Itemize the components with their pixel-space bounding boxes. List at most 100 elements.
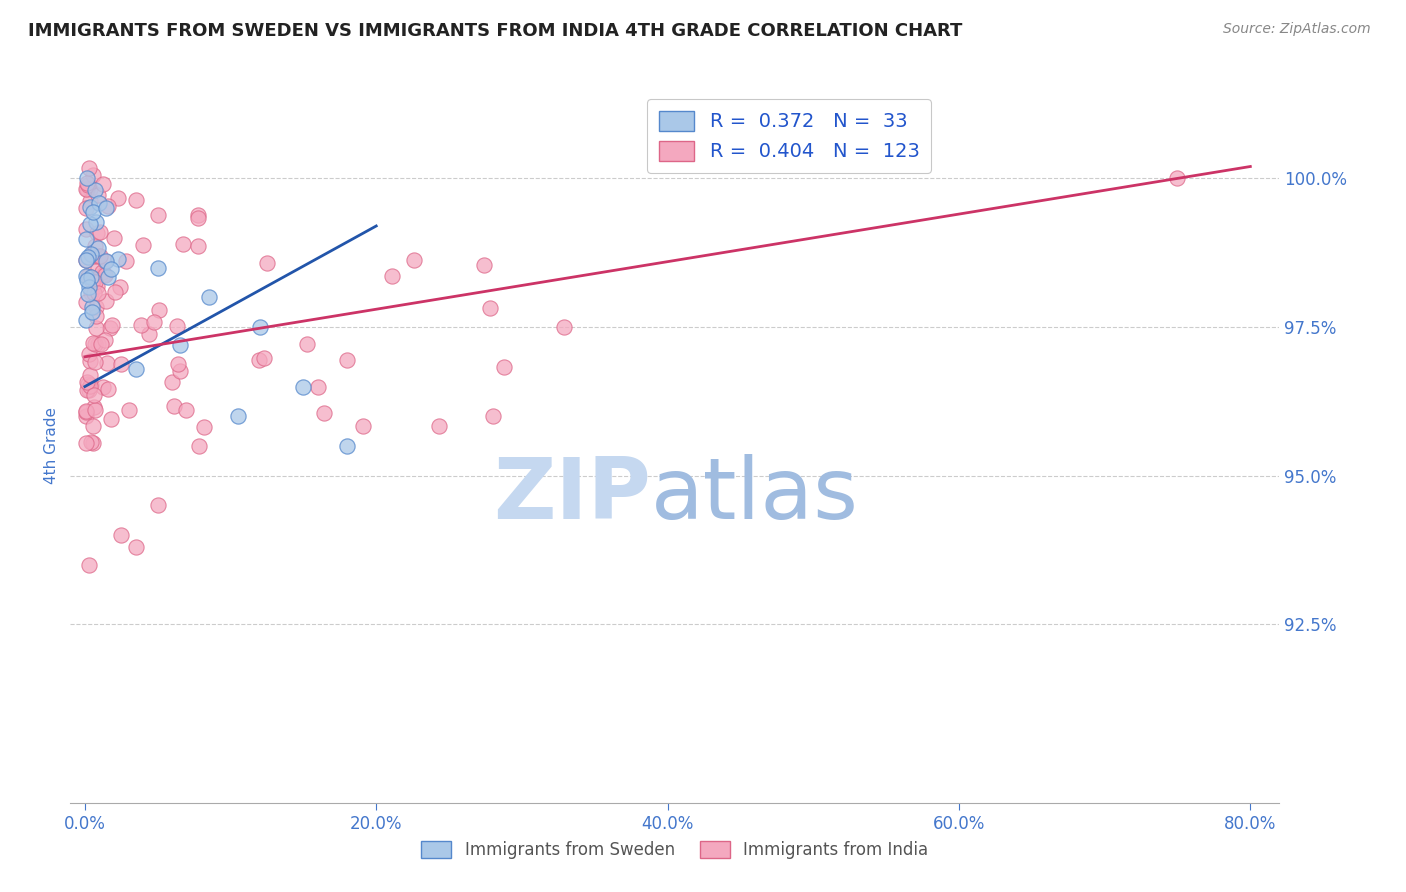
Point (110, 358, 132, 372)
Point (97, 269, 120, 284)
Point (129, 318, 152, 332)
Point (132, 238, 155, 252)
Point (83, 271, 105, 285)
Point (148, 302, 170, 317)
Point (75, 252, 97, 267)
Point (82, 335, 104, 350)
Point (117, 403, 139, 417)
Point (84, 214, 107, 228)
Point (75, 182, 97, 196)
Point (90, 265, 112, 279)
Point (256, 255, 278, 269)
Point (163, 400, 186, 414)
Point (481, 409, 503, 424)
Point (86, 226, 108, 240)
Point (75, 222, 97, 236)
Point (75, 409, 97, 424)
Point (146, 208, 169, 222)
Point (107, 252, 129, 266)
Point (87, 187, 110, 202)
Point (146, 499, 169, 513)
Point (94, 334, 117, 348)
Point (87, 261, 110, 276)
Point (75, 294, 97, 309)
Point (249, 320, 271, 334)
Point (91, 380, 114, 394)
Point (98, 321, 121, 335)
Point (124, 193, 146, 207)
Point (77, 383, 100, 397)
Point (94, 294, 117, 309)
Point (174, 402, 197, 417)
Point (80, 247, 103, 261)
Point (193, 420, 215, 434)
Point (87, 250, 110, 264)
Point (142, 315, 165, 329)
Point (83, 400, 105, 414)
Point (77, 558, 100, 572)
Point (96, 356, 118, 370)
Point (79, 368, 101, 382)
Point (103, 231, 125, 245)
Point (110, 528, 132, 542)
Point (82, 205, 104, 219)
Legend: Immigrants from Sweden, Immigrants from India: Immigrants from Sweden, Immigrants from … (415, 834, 935, 866)
Point (76, 178, 98, 193)
Point (336, 352, 359, 367)
Point (82, 419, 104, 434)
Point (82, 248, 104, 262)
Point (97, 382, 120, 396)
Point (492, 360, 515, 375)
Point (86, 278, 108, 293)
Point (314, 406, 336, 420)
Point (84, 309, 107, 323)
Point (84, 300, 107, 314)
Text: ZIP: ZIP (494, 454, 651, 538)
Point (94, 268, 117, 282)
Point (146, 260, 169, 275)
Point (76, 287, 98, 301)
Point (79, 354, 101, 368)
Point (76, 170, 98, 185)
Point (247, 352, 270, 367)
Point (80, 434, 103, 449)
Point (108, 280, 131, 294)
Point (295, 336, 318, 351)
Point (89, 249, 111, 263)
Point (336, 439, 359, 453)
Point (292, 379, 315, 393)
Point (169, 338, 191, 352)
Point (77, 269, 100, 284)
Point (75, 269, 97, 284)
Point (80, 270, 103, 285)
Point (167, 357, 190, 371)
Point (160, 375, 183, 389)
Point (87, 337, 110, 351)
Point (75, 405, 97, 419)
Point (82, 168, 104, 182)
Point (80, 377, 103, 392)
Point (77, 161, 100, 176)
Point (79, 200, 101, 214)
Text: atlas: atlas (651, 454, 859, 538)
Point (83, 286, 105, 301)
Point (84, 321, 107, 335)
Point (80, 304, 103, 318)
Point (76, 181, 98, 195)
Point (75, 202, 97, 216)
Point (352, 419, 374, 434)
Point (77, 347, 100, 361)
Point (87, 241, 110, 255)
Point (172, 237, 194, 252)
Point (79, 194, 101, 209)
Point (107, 191, 129, 205)
Point (76, 383, 98, 397)
Text: IMMIGRANTS FROM SWEDEN VS IMMIGRANTS FROM INDIA 4TH GRADE CORRELATION CHART: IMMIGRANTS FROM SWEDEN VS IMMIGRANTS FRO… (28, 22, 963, 40)
Point (1166, 171, 1188, 186)
Point (75, 313, 97, 327)
Point (75, 232, 97, 246)
Point (84, 337, 107, 351)
Point (77, 280, 100, 294)
Point (125, 540, 148, 554)
Point (97, 199, 120, 213)
